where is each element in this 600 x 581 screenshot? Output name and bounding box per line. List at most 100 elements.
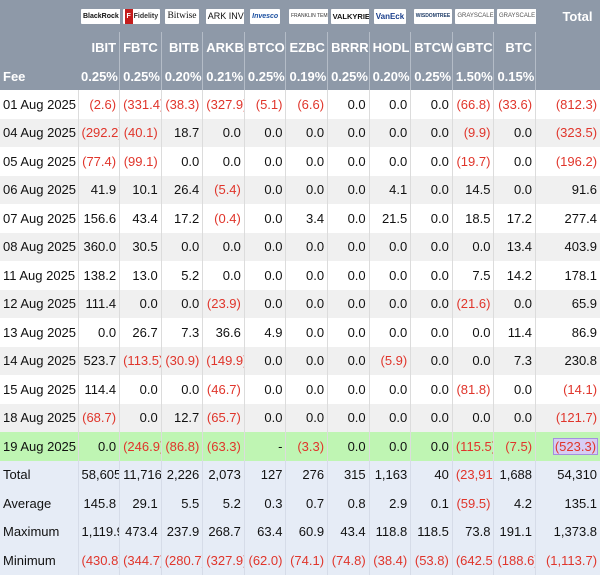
- ticker-cell: [536, 32, 600, 62]
- summary-cell: (23,919): [452, 460, 495, 489]
- date-cell: 15 Aug 2025: [0, 375, 79, 404]
- flow-cell: 0.0: [78, 318, 121, 347]
- flow-cell: 0.0: [327, 289, 370, 318]
- flow-cell: 0.0: [369, 289, 412, 318]
- table-row: 08 Aug 2025 360.0 30.5 0.0 0.0 0.0 0.0 0.0 0.0 0.…: [0, 232, 600, 261]
- flow-cell: 0.0: [244, 204, 287, 233]
- flow-cell: 18.5: [452, 204, 495, 233]
- ticker-cell: BITB: [161, 32, 204, 62]
- date-cell: 01 Aug 2025: [0, 90, 79, 119]
- fund-logo-cell: WISDOMTREE: [411, 0, 453, 32]
- summary-cell: 40: [410, 460, 453, 489]
- flow-cell: 5.2: [161, 261, 204, 290]
- summary-cell: 0.7: [285, 489, 329, 518]
- flow-cell: 0.0: [285, 175, 329, 204]
- flow-cell: 0.0: [410, 432, 453, 461]
- row-total-cell: (812.3): [535, 90, 600, 119]
- fee-cell: 0.20%: [369, 62, 412, 90]
- flow-cell: 0.0: [202, 261, 245, 290]
- invesco-logo: Invesco: [250, 8, 281, 24]
- flow-cell: 0.0: [410, 175, 453, 204]
- flow-cell: (19.7): [452, 147, 495, 176]
- date-cell: 07 Aug 2025: [0, 204, 79, 233]
- summary-cell: 63.4: [244, 517, 287, 546]
- summary-cell: 2,073: [202, 460, 245, 489]
- blackrock-logo: BlackRock: [81, 8, 120, 24]
- row-total-cell: 403.9: [535, 232, 600, 261]
- flow-cell: -: [244, 432, 287, 461]
- flow-cell: (38.3): [161, 90, 204, 119]
- flow-cell: 0.0: [369, 118, 412, 147]
- flow-cell: 0.0: [410, 147, 453, 176]
- flow-cell: 0.0: [244, 346, 287, 375]
- flow-cell: (115.5): [452, 432, 495, 461]
- flow-cell: 0.0: [410, 261, 453, 290]
- summary-row: Maximum1,119.9473.4237.9268.763.460.943.…: [0, 517, 600, 546]
- row-total-cell: 65.9: [535, 289, 600, 318]
- flow-cell: 0.0: [410, 318, 453, 347]
- fund-logo-cell: BlackRock: [78, 0, 120, 32]
- flow-cell: 0.0: [452, 403, 495, 432]
- flow-cell: (7.5): [493, 432, 537, 461]
- flow-cell: 0.0: [244, 289, 287, 318]
- summary-cell: 237.9: [161, 517, 204, 546]
- fee-cell: [536, 62, 600, 90]
- flow-cell: (66.8): [452, 90, 495, 119]
- fee-cell: 0.25%: [78, 62, 121, 90]
- row-total-cell: (196.2): [535, 147, 600, 176]
- flow-cell: 0.0: [410, 403, 453, 432]
- ticker-cell: BRRR: [327, 32, 370, 62]
- table-row: 15 Aug 2025 114.4 0.0 0.0 (46.7) 0.0 0.0 0.0 0.0…: [0, 375, 600, 404]
- summary-cell: (74.8): [327, 546, 370, 575]
- flow-cell: (30.9): [161, 346, 204, 375]
- flow-cell: 0.0: [493, 289, 537, 318]
- summary-cell: (642.5): [452, 546, 495, 575]
- summary-cell: 0.8: [327, 489, 370, 518]
- table-row: 12 Aug 2025 111.4 0.0 0.0 (23.9) 0.0 0.0 0.0 0.0…: [0, 289, 600, 318]
- flow-cell: 0.0: [369, 375, 412, 404]
- summary-cell: (344.7): [119, 546, 162, 575]
- date-cell: 19 Aug 2025: [0, 432, 79, 461]
- wisdomtree-logo: WISDOMTREE: [413, 8, 453, 24]
- ticker-cell: BTCO: [244, 32, 287, 62]
- flow-cell: 0.0: [119, 289, 162, 318]
- flow-cell: 10.1: [119, 175, 162, 204]
- fund-logo-cell: Invesco: [244, 0, 286, 32]
- flow-cell: (99.1): [119, 147, 162, 176]
- flow-cell: 12.7: [161, 403, 204, 432]
- fidelity-logo: F Fidelity: [122, 8, 161, 24]
- flow-cell: 0.0: [327, 346, 370, 375]
- summary-cell: 127: [244, 460, 287, 489]
- flow-cell: 0.0: [285, 375, 329, 404]
- flow-cell: 0.0: [285, 346, 329, 375]
- ticker-cell: BTCW: [410, 32, 453, 62]
- summary-total-cell: 135.1: [535, 489, 600, 518]
- flow-cell: 0.0: [410, 118, 453, 147]
- date-cell: 13 Aug 2025: [0, 318, 79, 347]
- selected-total-value[interactable]: (523.3): [552, 437, 599, 455]
- row-total-cell: (323.5): [535, 118, 600, 147]
- flow-cell: (21.6): [452, 289, 495, 318]
- flow-cell: 0.0: [327, 261, 370, 290]
- ticker-cell: BTC: [493, 32, 537, 62]
- flow-cell: (327.9): [202, 90, 245, 119]
- summary-cell: 1,163: [369, 460, 412, 489]
- flow-cell: 0.0: [327, 232, 370, 261]
- ticker-cell: ARKB: [202, 32, 245, 62]
- flow-cell: (23.9): [202, 289, 245, 318]
- daily-flows-body: 01 Aug 2025 (2.6) (331.4) (38.3) (327.9) (5.1…: [0, 90, 600, 461]
- date-cell: 14 Aug 2025: [0, 346, 79, 375]
- summary-row: Total 58,605 11,716 2,226 2,073 127 276 315 1,16…: [0, 460, 600, 489]
- flow-cell: 26.4: [161, 175, 204, 204]
- fund-logo-cell: GRAYSCALE: [494, 0, 536, 32]
- fee-cell: 0.15%: [493, 62, 537, 90]
- row-total-cell: (523.3): [535, 432, 600, 461]
- flow-cell: 13.4: [493, 232, 537, 261]
- flow-cell: 21.5: [369, 204, 412, 233]
- flow-cell: 7.3: [493, 346, 537, 375]
- bitwise-logo: Bitwise: [165, 8, 199, 24]
- flow-cell: (5.1): [244, 90, 287, 119]
- flow-cell: (86.8): [161, 432, 204, 461]
- table-row: 06 Aug 2025 41.9 10.1 26.4 (5.4) 0.0 0.0 0.0 4.1…: [0, 175, 600, 204]
- summary-cell: 145.8: [78, 489, 121, 518]
